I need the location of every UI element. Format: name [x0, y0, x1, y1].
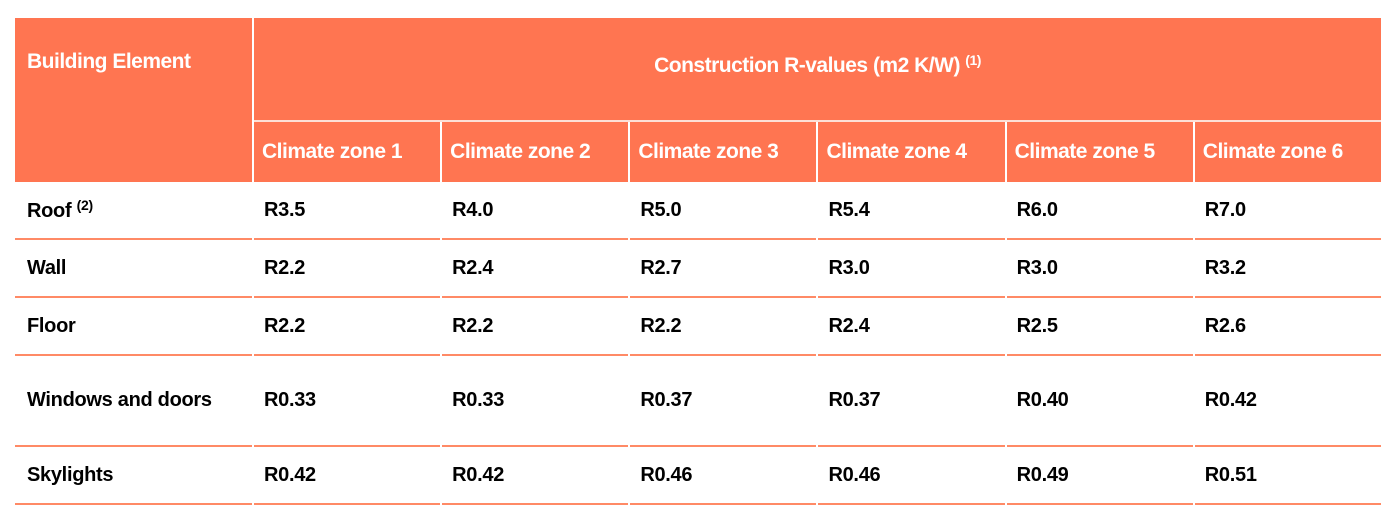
r-value-cell: R0.33 — [254, 356, 441, 447]
r-value-cell: R2.6 — [1194, 298, 1381, 356]
r-value-cell: R5.0 — [630, 182, 817, 240]
r-value-cell: R7.0 — [1194, 182, 1381, 240]
r-value-cell: R2.2 — [254, 240, 441, 298]
r-value-cell: R0.33 — [442, 356, 629, 447]
r-value-cell: R0.37 — [630, 356, 817, 447]
table-row: Roof (2) R3.5 R4.0 R5.0 R5.4 R6.0 R7.0 — [15, 182, 1381, 240]
header-climate-zone-2: Climate zone 2 — [442, 122, 629, 182]
table-row: Windows and doors R0.33 R0.33 R0.37 R0.37 R0.… — [15, 356, 1381, 447]
r-value-cell: R2.4 — [442, 240, 629, 298]
r-value-cell: R0.37 — [818, 356, 1005, 447]
r-value-cell: R0.49 — [1006, 447, 1193, 505]
row-label: Skylights — [15, 447, 252, 505]
footnote-ref: (2) — [76, 197, 94, 213]
r-value-cell: R2.4 — [818, 298, 1005, 356]
table-row: Floor R2.2 R2.2 R2.2 R2.4 R2.5 R2.6 — [15, 298, 1381, 356]
r-value-cell: R3.5 — [254, 182, 441, 240]
footnote-ref: (1) — [965, 52, 981, 68]
r-value-cell: R3.0 — [818, 240, 1005, 298]
row-label: Floor — [15, 298, 252, 356]
r-value-cell: R0.42 — [442, 447, 629, 505]
r-value-cell: R0.46 — [630, 447, 817, 505]
table-row: Wall R2.2 R2.4 R2.7 R3.0 R3.0 R3.2 — [15, 240, 1381, 298]
r-value-cell: R2.7 — [630, 240, 817, 298]
r-value-cell: R3.2 — [1194, 240, 1381, 298]
r-value-cell: R2.2 — [442, 298, 629, 356]
r-value-cell: R0.42 — [254, 447, 441, 505]
r-value-cell: R4.0 — [442, 182, 629, 240]
row-label: Windows and doors — [15, 356, 252, 447]
r-value-cell: R3.0 — [1006, 240, 1193, 298]
r-value-cell: R0.42 — [1194, 356, 1381, 447]
element-name: Floor — [27, 314, 76, 337]
r-value-cell: R2.5 — [1006, 298, 1193, 356]
r-value-cell: R2.2 — [630, 298, 817, 356]
header-building-element: Building Element — [15, 18, 252, 182]
header-climate-zone-4: Climate zone 4 — [818, 122, 1005, 182]
r-value-cell: R0.40 — [1006, 356, 1193, 447]
r-value-cell: R0.46 — [818, 447, 1005, 505]
r-value-cell: R0.51 — [1194, 447, 1381, 505]
r-value-cell: R2.2 — [254, 298, 441, 356]
table-row: Skylights R0.42 R0.42 R0.46 R0.46 R0.49 R0.51 — [15, 447, 1381, 505]
element-name: Skylights — [27, 463, 114, 486]
r-values-table: Building Element Construction R-values (… — [13, 18, 1383, 505]
header-climate-zone-6: Climate zone 6 — [1194, 122, 1381, 182]
header-climate-zone-5: Climate zone 5 — [1006, 122, 1193, 182]
header-climate-zone-1: Climate zone 1 — [254, 122, 441, 182]
r-value-cell: R6.0 — [1006, 182, 1193, 240]
row-label: Wall — [15, 240, 252, 298]
group-title: Construction R-values (m2 K/W) — [654, 54, 960, 77]
element-name: Roof — [27, 200, 72, 222]
element-name: Wall — [27, 256, 67, 279]
row-label: Roof (2) — [15, 182, 252, 240]
r-value-cell: R5.4 — [818, 182, 1005, 240]
header-climate-zone-3: Climate zone 3 — [630, 122, 817, 182]
element-name: Windows and doors — [27, 389, 212, 411]
header-construction-r-values: Construction R-values (m2 K/W) (1) — [254, 18, 1381, 122]
